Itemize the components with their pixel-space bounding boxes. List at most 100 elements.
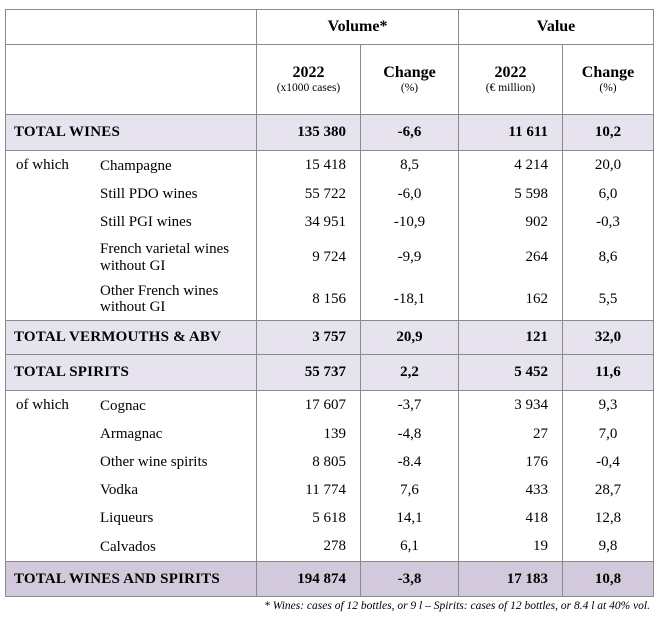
value-change-cell: 28,7 xyxy=(562,476,655,505)
volume-cell: 194 874 xyxy=(256,561,361,597)
value-change-cell: 10,8 xyxy=(562,561,655,597)
table-row: Still PGI wines 34 951 -10,9 902 -0,3 xyxy=(5,208,655,237)
table-row: Calvados 278 6,1 19 9,8 xyxy=(5,532,655,562)
value-cell: 121 xyxy=(458,320,564,355)
value-header: Value xyxy=(458,9,655,45)
row-label: Champagne xyxy=(100,157,172,174)
value-unit: (€ million) xyxy=(485,82,536,95)
table-row: Still PDO wines 55 722 -6,0 5 598 6,0 xyxy=(5,180,655,209)
value-change-cell: 12,8 xyxy=(562,504,655,533)
row-label: TOTAL VERMOUTHS & ABV xyxy=(5,320,257,355)
volume-change-cell: 20,9 xyxy=(359,320,460,355)
table-row: Other French wines without GI 8 156 -18,1… xyxy=(5,278,655,321)
table-row: Other wine spirits 8 805 -8.4 176 -0,4 xyxy=(5,448,655,477)
volume-header: Volume* xyxy=(255,9,460,45)
header-row-1: Volume* Value xyxy=(5,9,655,45)
value-cell: 3 934 xyxy=(458,390,564,421)
volume-cell: 135 380 xyxy=(256,114,361,151)
table-row: of which Cognac 17 607 -3,7 3 934 9,3 xyxy=(5,390,655,421)
value-year: 2022 xyxy=(494,63,527,81)
table-row: French varietal wines without GI 9 724 -9… xyxy=(5,236,655,279)
value-cell: 27 xyxy=(458,420,564,449)
volume-change-cell: 8,5 xyxy=(359,150,460,181)
row-label-line-1: French varietal wines xyxy=(100,241,230,257)
volume-cell: 17 607 xyxy=(256,390,361,421)
volume-cell: 8 805 xyxy=(256,448,361,477)
volume-cell: 9 724 xyxy=(256,236,361,279)
row-label: Liqueurs xyxy=(100,510,154,527)
value-change-cell: 32,0 xyxy=(562,320,655,355)
row-label: Cognac xyxy=(100,397,146,414)
value-change-cell: 9,3 xyxy=(562,390,655,421)
table-row: Armagnac 139 -4,8 27 7,0 xyxy=(5,420,655,449)
volume-change-cell: -3,7 xyxy=(359,390,460,421)
volume-change-cell: -9,9 xyxy=(359,236,460,279)
value-cell: 4 214 xyxy=(458,150,564,181)
volume-change-cell: -8.4 xyxy=(359,448,460,477)
volume-change-label: Change xyxy=(383,63,436,81)
row-label: Still PGI wines xyxy=(100,214,192,231)
total-vermouths-row: TOTAL VERMOUTHS & ABV 3 757 20,9 121 32,… xyxy=(5,320,655,355)
value-year-header: 2022 (€ million) xyxy=(458,44,564,115)
of-which-label: of which xyxy=(16,397,69,414)
row-label-line-2: without GI xyxy=(100,299,166,316)
footnote: * Wines: cases of 12 bottles, or 9 l – S… xyxy=(264,600,650,612)
volume-year-header: 2022 (x1000 cases) xyxy=(256,44,361,115)
value-cell: 17 183 xyxy=(458,561,564,597)
row-label: Still PDO wines xyxy=(100,186,198,203)
volume-change-cell: -4,8 xyxy=(359,420,460,449)
volume-cell: 11 774 xyxy=(256,476,361,505)
total-wines-row: TOTAL WINES 135 380 -6,6 11 611 10,2 xyxy=(5,114,655,151)
value-cell: 162 xyxy=(458,278,564,321)
value-change-label: Change xyxy=(581,63,635,81)
row-label: Other wine spirits xyxy=(100,454,208,471)
volume-change-header: Change (%) xyxy=(359,44,460,115)
volume-change-cell: 7,6 xyxy=(359,476,460,505)
row-label: Calvados xyxy=(100,538,156,555)
volume-year: 2022 xyxy=(292,63,325,81)
volume-unit: (x1000 cases) xyxy=(276,82,341,95)
grand-total-row: TOTAL WINES AND SPIRITS 194 874 -3,8 17 … xyxy=(5,561,655,597)
volume-change-cell: -10,9 xyxy=(359,208,460,237)
volume-change-cell: -3,8 xyxy=(359,561,460,597)
value-cell: 433 xyxy=(458,476,564,505)
value-change-cell: 7,0 xyxy=(562,420,655,449)
total-spirits-row: TOTAL SPIRITS 55 737 2,2 5 452 11,6 xyxy=(5,354,655,391)
value-change-cell: -0,3 xyxy=(562,208,655,237)
volume-cell: 55 737 xyxy=(256,354,361,391)
value-cell: 5 598 xyxy=(458,180,564,209)
row-label: Armagnac xyxy=(100,426,163,443)
row-label: TOTAL SPIRITS xyxy=(5,354,257,391)
table-row: Vodka 11 774 7,6 433 28,7 xyxy=(5,476,655,505)
volume-change-unit: (%) xyxy=(400,82,419,95)
volume-cell: 34 951 xyxy=(256,208,361,237)
corner-cell-2 xyxy=(5,44,257,115)
volume-change-cell: 6,1 xyxy=(359,532,460,562)
value-change-cell: 11,6 xyxy=(562,354,655,391)
volume-cell: 55 722 xyxy=(256,180,361,209)
value-change-unit: (%) xyxy=(599,82,617,95)
value-change-cell: 9,8 xyxy=(562,532,655,562)
volume-change-cell: 14,1 xyxy=(359,504,460,533)
value-cell: 5 452 xyxy=(458,354,564,391)
value-cell: 11 611 xyxy=(458,114,564,151)
value-cell: 264 xyxy=(458,236,564,279)
value-change-cell: 6,0 xyxy=(562,180,655,209)
value-change-cell: 8,6 xyxy=(562,236,655,279)
value-cell: 418 xyxy=(458,504,564,533)
value-cell: 19 xyxy=(458,532,564,562)
volume-change-cell: 2,2 xyxy=(359,354,460,391)
value-change-cell: 5,5 xyxy=(562,278,655,321)
table-row: of which Champagne 15 418 8,5 4 214 20,0 xyxy=(5,150,655,181)
header-row-2: 2022 (x1000 cases) Change (%) 2022 (€ mi… xyxy=(5,44,655,115)
value-change-header: Change (%) xyxy=(562,44,655,115)
volume-cell: 3 757 xyxy=(256,320,361,355)
value-change-cell: 20,0 xyxy=(562,150,655,181)
volume-cell: 5 618 xyxy=(256,504,361,533)
row-label: Vodka xyxy=(100,482,139,499)
row-label-line-2: without GI xyxy=(100,257,166,274)
corner-cell xyxy=(5,9,257,45)
row-label: TOTAL WINES xyxy=(5,114,257,151)
volume-cell: 278 xyxy=(256,532,361,562)
value-change-cell: -0,4 xyxy=(562,448,655,477)
